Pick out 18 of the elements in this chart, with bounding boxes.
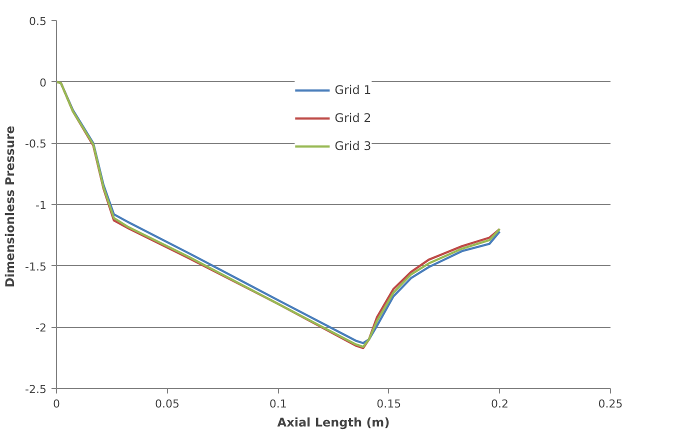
y-axis-title: Dimensionless Pressure bbox=[3, 126, 18, 288]
y-tick-label: -0.5 bbox=[25, 138, 47, 151]
x-tick-label: 0.15 bbox=[376, 398, 402, 410]
x-tick-label: 0.25 bbox=[598, 398, 623, 410]
legend-label: Grid 1 bbox=[334, 83, 372, 97]
x-tick-label: 0.1 bbox=[269, 398, 287, 410]
y-tick-label: -2 bbox=[36, 322, 46, 335]
x-tick-label: 0 bbox=[53, 398, 60, 410]
y-tick-label: -1.5 bbox=[25, 260, 47, 274]
x-axis-title: Axial Length (m) bbox=[277, 416, 390, 430]
y-tick-label: -1 bbox=[36, 199, 46, 212]
y-tick-label: 0 bbox=[40, 76, 46, 90]
y-tick-label: -2.5 bbox=[25, 383, 47, 396]
x-tick-label: 0.05 bbox=[155, 398, 180, 410]
y-tick-label: 0.5 bbox=[29, 15, 47, 28]
legend-label: Grid 2 bbox=[334, 111, 372, 125]
x-tick-label: 0.2 bbox=[490, 398, 508, 410]
legend-label: Grid 3 bbox=[334, 139, 372, 153]
